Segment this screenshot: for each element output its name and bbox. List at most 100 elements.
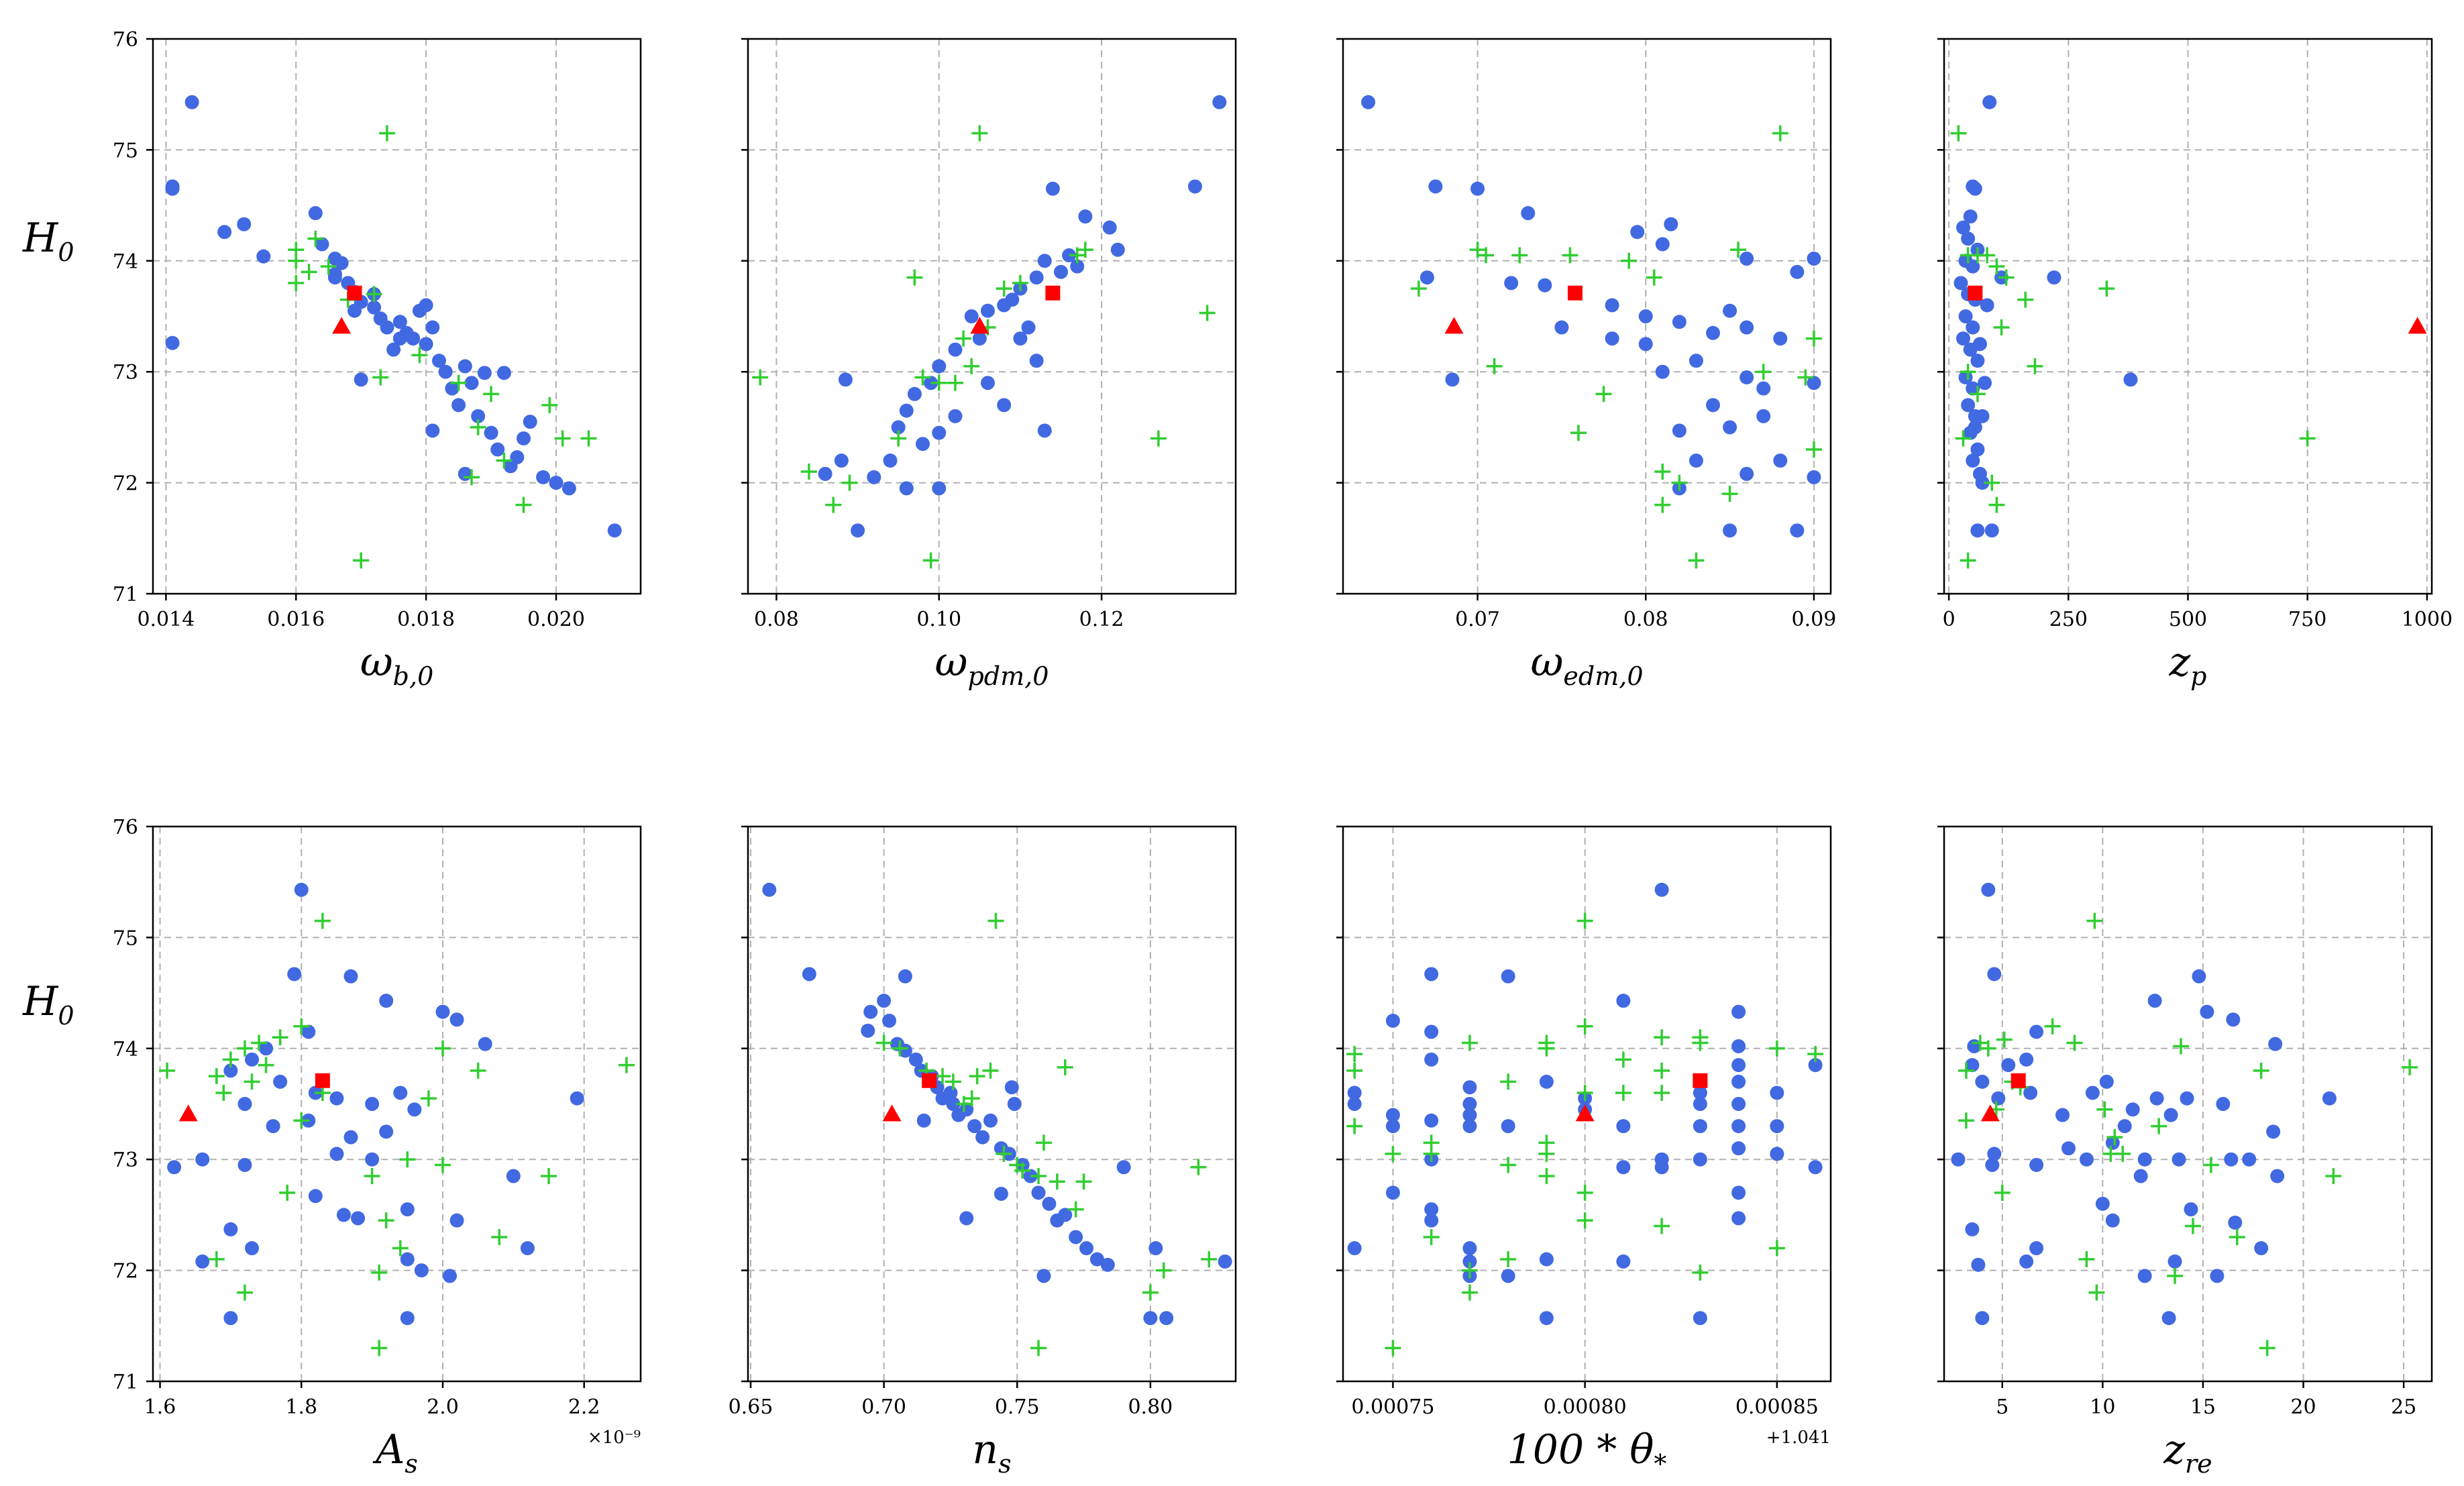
plus-marker (1654, 1062, 1670, 1079)
circle-marker (1693, 1152, 1707, 1167)
plus-marker (1538, 1040, 1555, 1057)
axes-frame (1342, 825, 1832, 1383)
circle-marker (1501, 1119, 1515, 1134)
x-tick-label: 1.6 (144, 1395, 176, 1419)
plus-marker (1500, 1251, 1517, 1268)
plus-marker (236, 1284, 253, 1301)
plus-marker (1049, 1173, 1065, 1190)
circle-marker (1424, 1202, 1439, 1217)
plus-marker (1797, 369, 1814, 386)
circle-marker (1790, 264, 1805, 279)
plus-marker (2106, 1129, 2123, 1146)
plus-marker (378, 125, 395, 142)
plus-marker (450, 374, 467, 391)
plus-marker (947, 374, 963, 391)
plus-marker (434, 1157, 451, 1173)
circle-marker (2270, 1169, 2285, 1183)
plus-marker (371, 1340, 388, 1357)
plus-marker (1993, 319, 2010, 336)
plus-marker (2088, 1284, 2105, 1301)
circle-marker (1739, 320, 1754, 335)
plus-marker (1805, 441, 1822, 458)
plus-marker (364, 1168, 380, 1185)
circle-marker (834, 454, 849, 468)
circle-marker (1062, 248, 1077, 263)
circle-marker (443, 1269, 458, 1283)
x-axis-label: ωpdm,0 (935, 639, 1049, 691)
circle-marker (1966, 320, 1980, 335)
plus-marker (222, 1051, 239, 1068)
plus-marker (1142, 1284, 1159, 1301)
circle-marker (1539, 1252, 1554, 1267)
x-tick-label: 0.016 (267, 608, 325, 631)
plus-marker (2229, 1228, 2245, 1245)
circle-marker (165, 181, 180, 196)
plus-marker (279, 1184, 296, 1201)
circle-marker (195, 1152, 210, 1167)
circle-marker (1965, 1222, 1980, 1236)
circle-marker (899, 403, 914, 418)
circle-marker (327, 270, 342, 285)
plus-marker (1595, 386, 1612, 403)
circle-marker (506, 1169, 521, 1183)
circle-marker (1972, 337, 1987, 352)
plus-marker (1576, 1212, 1593, 1229)
circle-marker (1693, 1085, 1707, 1100)
circle-marker (336, 1208, 351, 1222)
plus-marker (1688, 552, 1705, 569)
circle-marker (294, 882, 309, 897)
circle-marker (1148, 1241, 1163, 1256)
circle-marker (1638, 309, 1653, 323)
scatter-panel-5: 1.6 1.8 2.0 2.2 71 72 73 74 75 76 As ×10⁻⁹ (113, 816, 642, 1479)
x-tick-label: 15 (2190, 1395, 2216, 1419)
circle-marker (851, 523, 865, 538)
circle-marker (517, 431, 531, 445)
circle-marker (2029, 1157, 2044, 1172)
axes-frame (747, 825, 1237, 1383)
plus-marker (371, 1264, 388, 1281)
circle-marker (1773, 454, 1788, 468)
plus-marker (1692, 1034, 1709, 1051)
plus-marker (825, 496, 842, 513)
plus-marker (922, 552, 939, 569)
circle-marker (400, 1311, 415, 1326)
circle-marker (449, 1012, 464, 1027)
plus-marker (208, 1251, 225, 1268)
circle-marker (1970, 442, 1985, 457)
circle-marker (1968, 181, 1982, 196)
plus-marker (1385, 1145, 1401, 1162)
circle-marker (1504, 276, 1519, 290)
circle-marker (496, 366, 511, 380)
circle-marker (195, 1254, 210, 1269)
circle-marker (217, 225, 232, 240)
x-tick-label: 0.10 (916, 608, 961, 631)
scatter-panel-1: 0.014 0.016 0.018 0.020 71 72 73 74 75 76 ωb,0 (113, 28, 642, 691)
x-tick-label: 0.00085 (1735, 1395, 1819, 1419)
circle-marker (802, 967, 816, 981)
x-tick-label: 10 (2090, 1395, 2115, 1419)
plus-marker (1654, 1084, 1670, 1101)
circle-marker (1037, 423, 1052, 438)
plus-marker (496, 452, 513, 469)
circle-marker (1963, 209, 1978, 224)
circle-marker (1605, 298, 1619, 313)
circle-marker (1739, 251, 1754, 266)
plus-marker (906, 269, 923, 286)
circle-marker (2029, 1024, 2044, 1039)
circle-marker (907, 386, 922, 401)
plus-marker (1654, 464, 1671, 480)
circle-marker (449, 1213, 464, 1228)
circle-marker (256, 249, 271, 264)
y-tick-label: 76 (113, 816, 138, 839)
plus-marker (1768, 1040, 1785, 1057)
circle-marker (1731, 1039, 1746, 1053)
plus-marker (470, 1062, 486, 1079)
circle-marker (2137, 1152, 2152, 1167)
circle-marker (1053, 264, 1068, 279)
circle-marker (1212, 95, 1227, 109)
circle-marker (435, 1004, 450, 1019)
plus-marker (314, 912, 331, 929)
circle-marker (2123, 372, 2138, 387)
circle-marker (1424, 1113, 1439, 1128)
circle-marker (898, 1043, 912, 1058)
